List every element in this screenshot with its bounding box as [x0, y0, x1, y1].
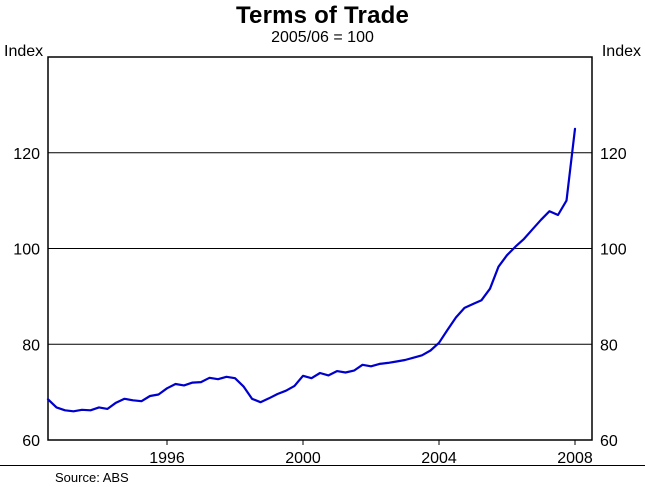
y-axis-label-left: Index: [4, 43, 44, 60]
y-tick-label-right: 60: [600, 433, 618, 450]
y-tick-label-right: 100: [600, 242, 627, 259]
y-axis-label-right: Index: [601, 43, 641, 60]
plot-frame: [47, 56, 593, 441]
terms-of-trade-line: [46, 127, 577, 413]
y-tick-label-left: 120: [13, 146, 40, 163]
y-tick-label-left: 100: [13, 242, 40, 259]
x-tick-label: 2000: [285, 450, 321, 467]
source-note: Source: ABS: [55, 470, 129, 485]
x-tick-label: 1996: [149, 450, 185, 467]
y-tick-label-left: 80: [22, 337, 40, 354]
chart-subtitle: 2005/06 = 100: [271, 29, 374, 46]
x-tick-label: 2008: [557, 450, 593, 467]
chart-title: Terms of Trade: [235, 2, 410, 29]
y-tick-label-left: 60: [22, 433, 40, 450]
y-tick-label-right: 80: [600, 337, 618, 354]
footer-divider: [0, 465, 645, 466]
y-tick-label-right: 120: [600, 146, 627, 163]
x-tick-label: 2004: [421, 450, 457, 467]
